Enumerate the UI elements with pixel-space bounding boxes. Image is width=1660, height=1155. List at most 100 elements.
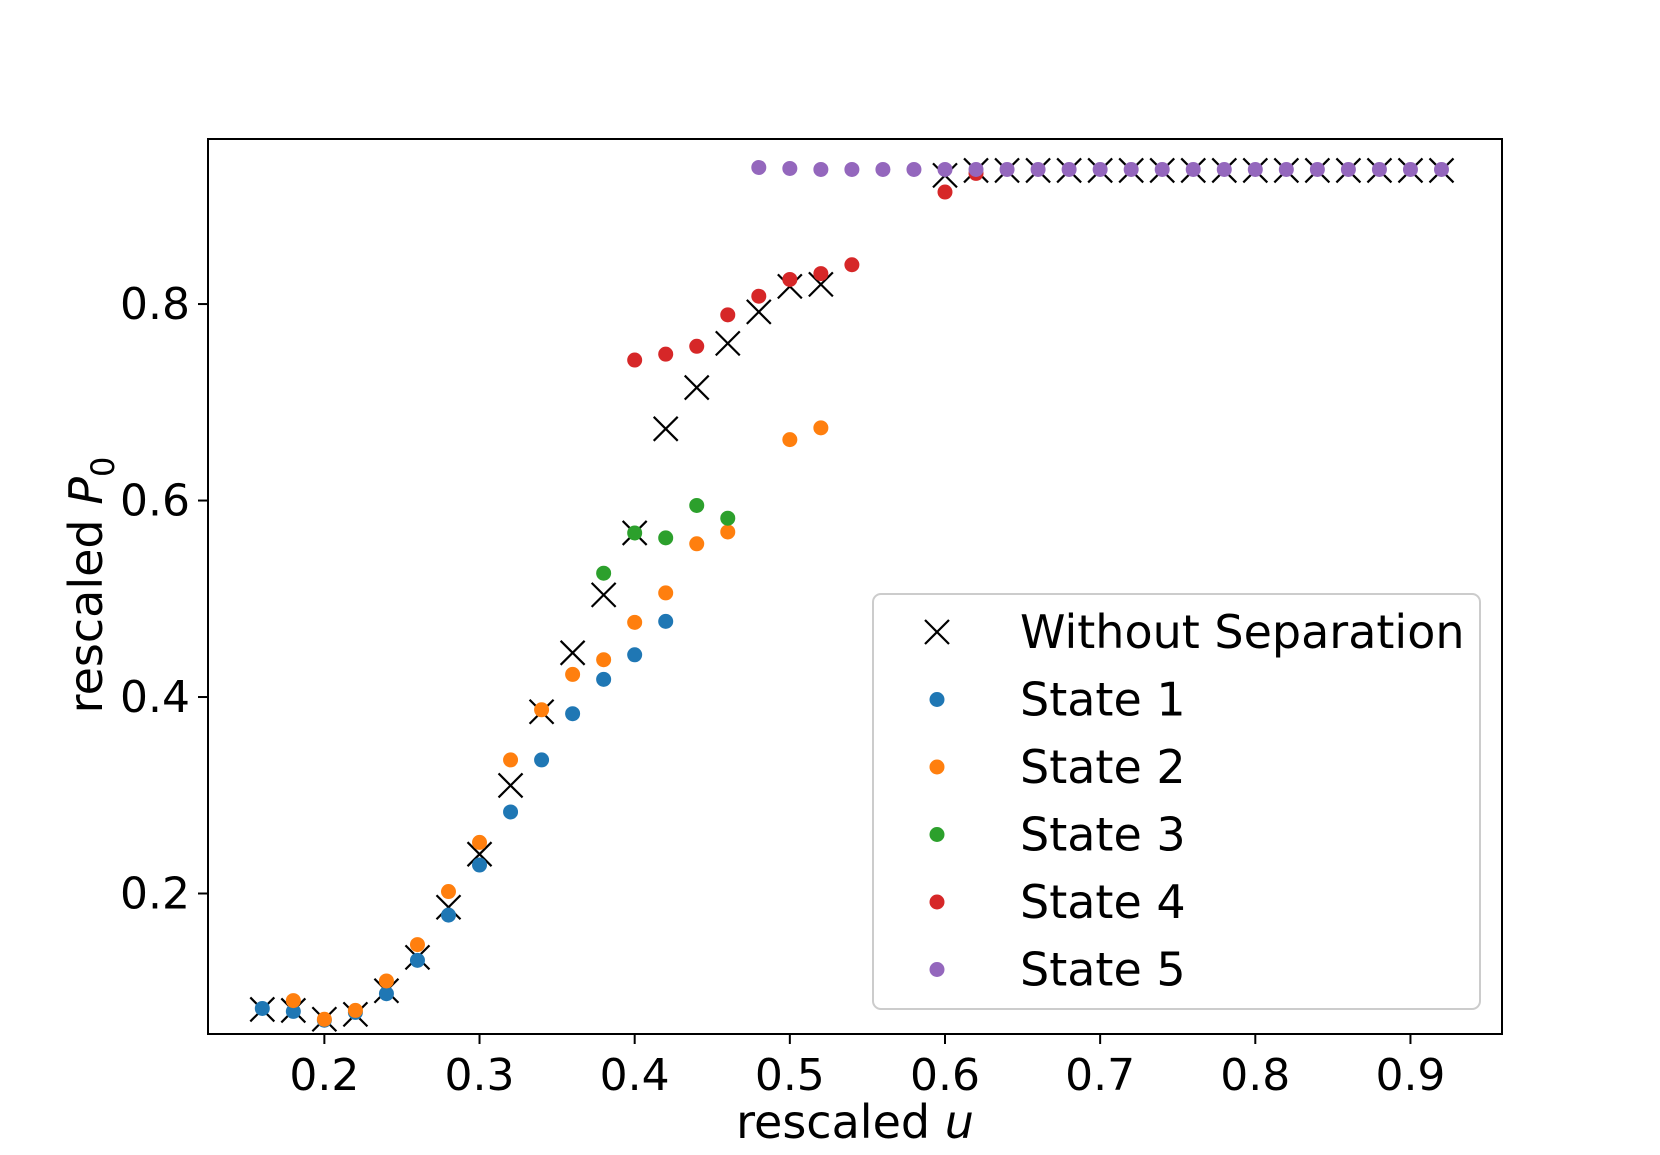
legend-label: State 1 [1020,673,1186,727]
data-point-state-5 [1185,161,1201,177]
data-point-state-5 [1123,161,1139,177]
data-point-state-5 [751,159,767,175]
legend-entry: State 4 [929,875,1186,929]
data-point-state-2 [627,614,643,630]
series-5 [751,159,1449,177]
data-point-state-4 [658,346,674,362]
x-tick-label: 0.9 [1375,1050,1445,1101]
y-tick-label: 0.4 [120,672,190,723]
legend-entry: State 2 [929,740,1186,794]
data-point-state-4 [720,307,736,323]
legend-label: State 2 [1020,740,1186,794]
data-point-state-1 [254,1000,270,1016]
data-point-state-1 [565,706,581,722]
data-point-state-2 [720,524,736,540]
x-axis-label: rescaled u [736,1095,974,1149]
y-axis-label-variable: P [59,477,113,505]
series-3 [596,497,736,581]
legend-marker [929,759,945,775]
data-point-without-separation [808,271,834,298]
data-point-state-4 [844,257,860,273]
data-point-without-separation [683,374,710,401]
data-point-state-5 [1340,161,1356,177]
x-tick-label: 0.3 [445,1050,515,1101]
data-point-state-5 [1371,161,1387,177]
legend-marker [929,894,945,910]
data-point-state-5 [937,161,953,177]
legend: Without Separation State 1 State 2 State 3 S… [872,593,1481,1010]
data-point-state-2 [782,432,798,448]
legend-entries: Without Separation State 1 State 2 State 3 S… [924,605,1465,997]
series-4 [627,165,984,368]
data-point-state-2 [689,536,705,552]
data-point-state-4 [751,288,767,304]
x-tick-label: 0.5 [755,1050,825,1101]
legend-entry: Without Separation [924,605,1465,659]
x-tick-label: 0.4 [600,1050,670,1101]
data-point-state-5 [1278,161,1294,177]
data-point-state-5 [906,161,922,177]
series-2 [285,420,829,1027]
y-axis: 0.2 0.4 0.6 0.8 [120,279,208,920]
data-point-state-5 [1061,161,1077,177]
data-point-state-4 [782,271,798,287]
legend-entry: State 5 [929,943,1186,997]
legend-marker [929,827,945,842]
data-point-state-4 [937,184,953,200]
data-point-state-2 [409,937,425,953]
legend-box [872,593,1481,1010]
y-axis-label: rescaled P0 [59,457,122,714]
data-point-state-1 [472,857,488,873]
data-point-state-1 [503,804,519,820]
data-point-without-separation [435,894,462,921]
data-point-state-5 [875,161,891,177]
data-point-state-1 [285,1003,301,1019]
data-point-state-5 [1433,161,1449,177]
data-point-state-5 [1402,161,1418,177]
data-point-state-5 [968,161,984,177]
data-point-state-1 [658,613,674,629]
legend-label: State 3 [1020,808,1186,862]
data-point-state-5 [999,161,1015,177]
data-point-without-separation [590,582,617,608]
data-points [249,157,1455,1033]
data-point-state-3 [627,525,643,541]
data-point-state-2 [347,1002,363,1018]
data-point-state-2 [472,834,488,850]
data-point-state-2 [285,993,301,1009]
legend-marker [929,692,945,707]
data-point-state-1 [627,647,643,663]
x-axis-label-prefix: rescaled [736,1095,945,1149]
data-point-state-2 [565,666,581,682]
data-point-state-5 [1247,161,1263,177]
data-point-without-separation [714,330,741,357]
legend-marker [924,619,950,645]
data-point-state-1 [378,986,394,1002]
data-point-state-5 [1216,161,1232,177]
legend-label: Without Separation [1020,605,1465,659]
data-point-state-5 [1092,161,1108,177]
data-point-state-4 [627,352,643,368]
data-point-without-separation [466,841,493,867]
data-point-state-4 [689,338,705,354]
legend-label: State 4 [1020,875,1186,929]
data-point-state-2 [534,702,550,718]
data-point-state-5 [844,161,860,177]
data-point-state-5 [1309,161,1325,177]
data-point-state-2 [658,585,674,601]
data-point-state-2 [596,652,612,668]
data-point-state-5 [1154,161,1170,177]
data-point-without-separation [652,416,679,442]
x-axis-label-variable: u [945,1095,974,1149]
data-point-state-3 [658,530,674,546]
legend-label: State 5 [1020,943,1186,997]
y-axis-label-prefix: rescaled [59,505,113,714]
data-point-state-3 [720,510,736,526]
data-point-state-1 [596,671,612,687]
data-point-state-1 [534,752,550,768]
data-point-state-2 [316,1011,332,1027]
legend-entry: State 3 [929,808,1186,862]
data-point-without-separation [746,299,772,325]
x-tick-label: 0.2 [289,1050,359,1101]
